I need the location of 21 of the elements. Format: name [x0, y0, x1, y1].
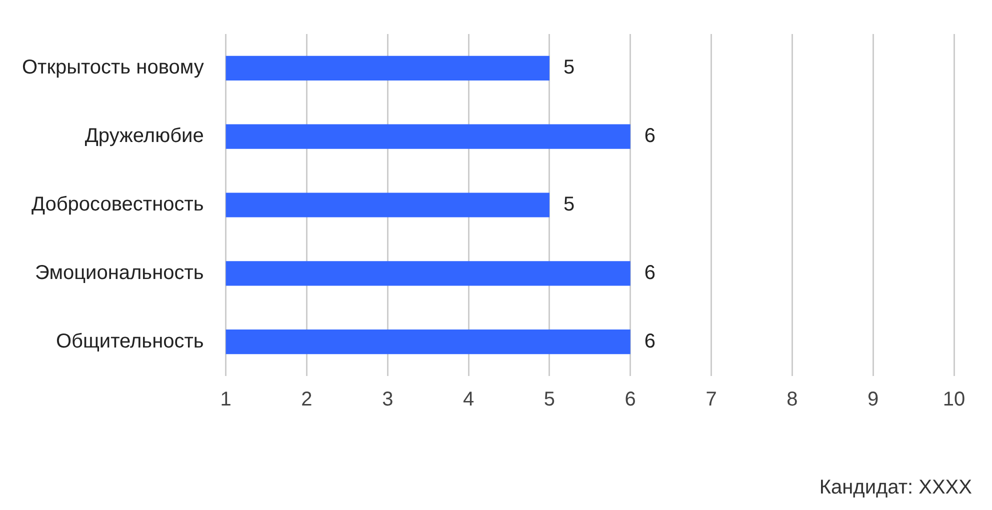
data-label: 5	[563, 194, 575, 216]
data-label: 6	[644, 262, 656, 284]
x-tick-label: 8	[786, 388, 798, 411]
data-label: 6	[644, 125, 656, 148]
x-tick-label: 6	[624, 388, 636, 411]
x-tick-label: 2	[301, 388, 312, 411]
x-tick-label: 4	[462, 388, 474, 411]
data-label: 6	[644, 330, 656, 352]
y-tick-label: Открытость новому	[22, 56, 204, 79]
data-label: 5	[563, 56, 575, 79]
text: Кандидат: XXXX	[819, 476, 972, 499]
y-tick-label: Добросовестность	[31, 194, 204, 216]
x-tick-label: 5	[544, 388, 556, 411]
x-tick-label: 7	[706, 388, 717, 411]
y-tick-label: Эмоциональность	[35, 262, 204, 284]
y-tick-label: Общительность	[56, 330, 204, 352]
x-tick-label: 1	[220, 388, 232, 411]
x-tick-label: 10	[942, 388, 966, 411]
x-tick-label: 3	[382, 388, 394, 411]
x-tick-label: 9	[868, 388, 879, 411]
y-tick-label: Дружелюбие	[84, 125, 204, 148]
